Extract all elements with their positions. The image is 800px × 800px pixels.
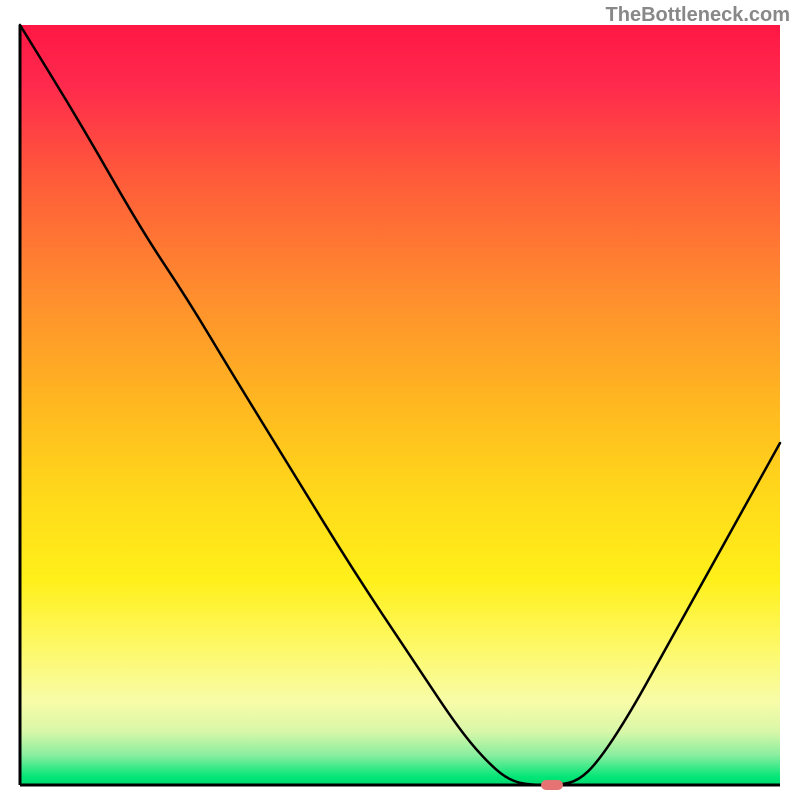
optimum-marker: [541, 780, 563, 790]
watermark-text: TheBottleneck.com: [606, 4, 790, 27]
plot-area: [20, 25, 780, 785]
bottleneck-curve: [20, 25, 780, 785]
chart-container: TheBottleneck.com: [0, 0, 800, 800]
curve-layer: [20, 25, 780, 785]
